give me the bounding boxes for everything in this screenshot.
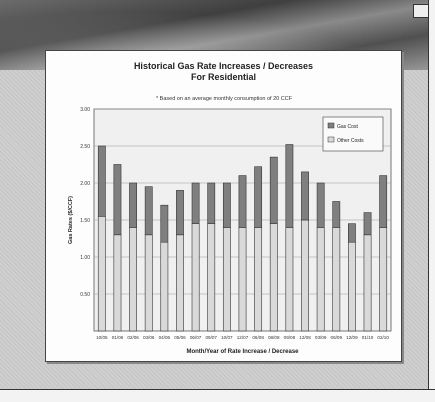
x-tick-label: 10/05 bbox=[96, 335, 108, 340]
bar-gas-cost bbox=[129, 182, 137, 228]
x-tick-label: 09/08 bbox=[284, 335, 296, 340]
bar-other-costs bbox=[301, 219, 309, 332]
x-tick-label: 06/08 bbox=[252, 335, 264, 340]
legend-box bbox=[322, 116, 384, 152]
bar-gas-cost bbox=[379, 175, 388, 228]
x-tick-label: 05/06 bbox=[174, 335, 186, 340]
x-tick-label: 12/09 bbox=[346, 335, 358, 340]
bar-other-costs bbox=[254, 227, 263, 332]
y-tick-label: 1.00 bbox=[80, 255, 90, 261]
bar-gas-cost bbox=[176, 190, 184, 236]
chart-title: Historical Gas Rate Increases / Decrease… bbox=[133, 61, 314, 71]
chart-subtitle: For Residential bbox=[190, 72, 256, 82]
gas-rate-bar-chart: * Based on an average monthly consumptio… bbox=[68, 96, 392, 355]
bar-gas-cost bbox=[97, 145, 106, 217]
x-tick-label: 04/06 bbox=[159, 335, 171, 340]
bar-gas-cost bbox=[332, 201, 341, 228]
x-tick-label: 03/06 bbox=[143, 335, 155, 340]
bar-other-costs bbox=[269, 223, 278, 332]
x-tick-label: 01/10 bbox=[362, 335, 374, 340]
corner-marker bbox=[413, 4, 429, 18]
bar-other-costs bbox=[332, 227, 341, 332]
bar-other-costs bbox=[222, 227, 231, 332]
bar-other-costs bbox=[363, 234, 372, 332]
legend-swatch bbox=[327, 136, 335, 143]
x-tick-label: 09/07 bbox=[205, 335, 217, 340]
y-tick-label: 1.50 bbox=[80, 218, 90, 224]
bar-gas-cost bbox=[301, 171, 309, 221]
bar-gas-cost bbox=[222, 182, 231, 228]
legend-label: Gas Cost bbox=[337, 124, 358, 130]
bar-gas-cost bbox=[144, 186, 153, 236]
bar-other-costs bbox=[144, 234, 153, 332]
right-border bbox=[428, 0, 435, 402]
chart-card: Historical Gas Rate Increases / Decrease… bbox=[45, 50, 402, 362]
bar-other-costs bbox=[113, 234, 122, 332]
bar-other-costs bbox=[316, 227, 325, 332]
x-tick-label: 02/10 bbox=[377, 335, 389, 340]
bar-gas-cost bbox=[316, 182, 325, 228]
bar-other-costs bbox=[191, 223, 200, 332]
bar-other-costs bbox=[348, 241, 356, 332]
x-tick-label: 06/07 bbox=[190, 335, 202, 340]
y-tick-label: 0.50 bbox=[80, 292, 90, 298]
x-axis-label: Month/Year of Rate Increase / Decrease bbox=[186, 349, 299, 355]
chart-note: * Based on an average monthly consumptio… bbox=[156, 96, 293, 102]
y-tick-label: 3.00 bbox=[80, 107, 90, 113]
bottom-border bbox=[0, 389, 435, 402]
bar-gas-cost bbox=[160, 204, 169, 243]
bar-gas-cost bbox=[191, 182, 200, 225]
bar-gas-cost bbox=[363, 212, 372, 236]
bar-other-costs bbox=[160, 241, 169, 332]
bar-other-costs bbox=[176, 234, 184, 332]
bar-gas-cost bbox=[269, 156, 278, 224]
x-tick-label: 12/08 bbox=[299, 335, 311, 340]
bar-other-costs bbox=[129, 227, 137, 332]
bar-other-costs bbox=[379, 227, 388, 332]
bar-other-costs bbox=[97, 216, 106, 332]
x-tick-label: 02/06 bbox=[127, 335, 139, 340]
bar-gas-cost bbox=[348, 223, 356, 243]
x-tick-label: 03/09 bbox=[315, 335, 327, 340]
y-tick-label: 2.50 bbox=[80, 144, 90, 150]
x-tick-label: 06/09 bbox=[331, 335, 343, 340]
x-tick-label: 01/06 bbox=[112, 335, 124, 340]
bar-gas-cost bbox=[285, 144, 294, 228]
bar-other-costs bbox=[285, 227, 294, 332]
x-tick-label: 10/07 bbox=[221, 335, 233, 340]
bar-other-costs bbox=[238, 227, 247, 332]
y-tick-label: 2.00 bbox=[80, 181, 90, 187]
x-tick-label: 08/08 bbox=[268, 335, 280, 340]
bar-gas-cost bbox=[254, 166, 263, 228]
x-tick-label: 12/07 bbox=[237, 335, 249, 340]
bar-gas-cost bbox=[238, 175, 247, 228]
legend-label: Other Costs bbox=[337, 138, 364, 144]
bar-gas-cost bbox=[207, 182, 216, 225]
y-axis-label: Gas Rates ($/CCF) bbox=[68, 196, 74, 244]
bar-other-costs bbox=[207, 223, 216, 332]
bar-gas-cost bbox=[113, 164, 122, 236]
legend-swatch bbox=[327, 122, 335, 129]
